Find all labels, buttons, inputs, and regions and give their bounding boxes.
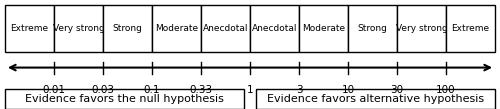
Text: Extreme: Extreme xyxy=(10,24,48,33)
Text: Moderate: Moderate xyxy=(302,24,345,33)
Text: Very strong: Very strong xyxy=(396,24,448,33)
Text: Evidence favors alternative hypothesis: Evidence favors alternative hypothesis xyxy=(267,94,484,104)
Text: Extreme: Extreme xyxy=(452,24,490,33)
Text: Strong: Strong xyxy=(112,24,142,33)
Text: Strong: Strong xyxy=(358,24,388,33)
Bar xyxy=(299,5,348,52)
Text: 100: 100 xyxy=(436,85,456,95)
Text: 0.33: 0.33 xyxy=(190,85,212,95)
Text: 3: 3 xyxy=(296,85,302,95)
Bar xyxy=(5,5,54,52)
Text: 10: 10 xyxy=(342,85,354,95)
Bar xyxy=(152,5,201,52)
Bar xyxy=(348,5,397,52)
Text: Anecdotal: Anecdotal xyxy=(252,24,297,33)
Text: Anecdotal: Anecdotal xyxy=(203,24,248,33)
Bar xyxy=(201,5,250,52)
Text: Evidence favors the null hypothesis: Evidence favors the null hypothesis xyxy=(25,94,224,104)
Text: Very strong: Very strong xyxy=(52,24,104,33)
Bar xyxy=(54,5,103,52)
Bar xyxy=(250,5,299,52)
Text: 30: 30 xyxy=(390,85,404,95)
Text: 0.1: 0.1 xyxy=(144,85,160,95)
Bar xyxy=(103,5,152,52)
Bar xyxy=(5,89,244,109)
Bar xyxy=(446,5,495,52)
Text: Moderate: Moderate xyxy=(155,24,198,33)
Text: 0.01: 0.01 xyxy=(42,85,66,95)
Text: 1: 1 xyxy=(246,85,254,95)
Text: 0.03: 0.03 xyxy=(92,85,114,95)
Bar xyxy=(397,5,446,52)
Bar xyxy=(256,89,495,109)
